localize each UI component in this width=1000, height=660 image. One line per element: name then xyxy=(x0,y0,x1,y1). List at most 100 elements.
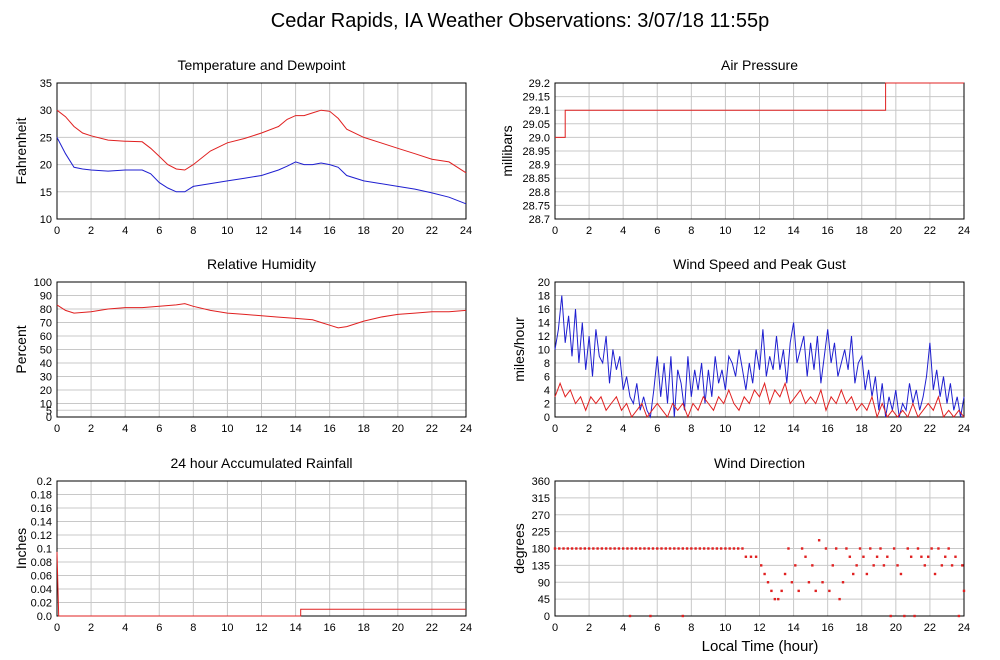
pressure-x-tick-label: 20 xyxy=(890,225,902,237)
humidity-x-tick-label: 0 xyxy=(54,423,60,435)
direction-point xyxy=(933,572,937,576)
rain-y-tick-label: 0.06 xyxy=(31,571,52,583)
direction-point xyxy=(647,547,650,550)
rain-x-tick-label: 14 xyxy=(289,622,301,634)
pressure-x-tick-label: 0 xyxy=(552,225,558,237)
rain-y-tick-label: 0.14 xyxy=(31,517,52,529)
direction-x-tick-label: 10 xyxy=(719,622,731,634)
wind-x-tick-label: 10 xyxy=(719,423,731,435)
wind-x-tick-label: 22 xyxy=(924,423,936,435)
temp-y-tick-label: 35 xyxy=(40,78,52,90)
direction-point xyxy=(732,547,736,550)
humidity-y-tick-label: 20 xyxy=(40,385,52,397)
wind-y-tick-label: 12 xyxy=(538,331,550,343)
direction-point xyxy=(694,547,697,550)
wind-x-tick-label: 12 xyxy=(753,423,765,435)
rain-series-line-0 xyxy=(56,551,466,617)
wind-y-tick-label: 6 xyxy=(544,372,550,384)
direction-point xyxy=(681,547,685,550)
pressure-y-tick-label: 29.1 xyxy=(529,105,550,117)
pressure-y-tick-label: 28.95 xyxy=(522,146,550,158)
pressure-y-tick-label: 28.9 xyxy=(529,160,550,172)
direction-x-tick-label: 24 xyxy=(958,622,970,634)
temp-x-tick-label: 2 xyxy=(88,225,94,237)
direction-point xyxy=(609,547,612,550)
humidity-plot-frame xyxy=(56,281,467,418)
direction-point xyxy=(649,614,652,618)
direction-point xyxy=(660,547,663,550)
direction-point xyxy=(575,547,578,550)
temp-series-line-0 xyxy=(56,109,467,174)
direction-point xyxy=(558,547,561,550)
rain-y-tick-label: 0.0 xyxy=(37,611,52,623)
direction-point xyxy=(702,547,706,550)
humidity-x-tick-label: 20 xyxy=(392,423,404,435)
humidity-y-axis-label: Percent xyxy=(13,325,29,373)
direction-point xyxy=(804,555,807,558)
humidity-y-tick-label: 10 xyxy=(40,399,52,411)
direction-point xyxy=(777,597,780,601)
pressure-y-tick-label: 29.05 xyxy=(522,119,550,131)
pressure-x-tick-label: 10 xyxy=(719,225,731,237)
direction-point xyxy=(690,547,693,550)
rain-x-tick-label: 22 xyxy=(426,622,438,634)
wind-y-axis-label: miles/hour xyxy=(511,317,527,382)
pressure-x-tick-label: 18 xyxy=(856,225,868,237)
humidity-x-tick-label: 18 xyxy=(358,423,370,435)
humidity-x-tick-label: 12 xyxy=(255,423,267,435)
temp-y-tick-label: 20 xyxy=(40,160,52,172)
wind-y-tick-label: 2 xyxy=(544,399,550,411)
direction-y-tick-label: 315 xyxy=(532,493,550,505)
direction-point xyxy=(553,547,557,550)
direction-point xyxy=(855,564,858,567)
wind-x-tick-label: 24 xyxy=(958,423,970,435)
direction-point xyxy=(719,547,723,550)
direction-point xyxy=(634,547,638,550)
direction-point xyxy=(626,547,629,550)
direction-point xyxy=(744,555,748,558)
direction-point xyxy=(613,547,616,550)
direction-point xyxy=(766,581,770,584)
rain-y-tick-label: 0.08 xyxy=(31,557,52,569)
direction-x-tick-label: 6 xyxy=(654,622,660,634)
direction-point xyxy=(656,547,659,550)
rain-x-tick-label: 10 xyxy=(221,622,233,634)
humidity-x-tick-label: 8 xyxy=(190,423,196,435)
direction-x-tick-label: 14 xyxy=(787,622,799,634)
direction-point xyxy=(787,547,790,550)
direction-point xyxy=(962,589,966,593)
rain-x-tick-label: 18 xyxy=(358,622,370,634)
humidity-y-tick-label: 70 xyxy=(40,318,52,330)
direction-point xyxy=(903,614,906,618)
rain-x-tick-label: 4 xyxy=(122,622,128,634)
pressure-y-tick-label: 29.2 xyxy=(529,78,550,90)
pressure-y-tick-label: 28.85 xyxy=(522,173,550,185)
temp-y-tick-label: 10 xyxy=(40,214,52,226)
humidity-x-tick-label: 16 xyxy=(324,423,336,435)
humidity-y-tick-label: 60 xyxy=(40,331,52,343)
direction-point xyxy=(916,547,920,550)
direction-point xyxy=(947,547,950,550)
page-title: Cedar Rapids, IA Weather Observations: 3… xyxy=(271,10,769,32)
temp-x-tick-label: 12 xyxy=(255,225,267,237)
rain-x-tick-label: 0 xyxy=(54,622,60,634)
direction-x-tick-label: 12 xyxy=(753,622,765,634)
humidity-y-tick-label: 30 xyxy=(40,372,52,384)
wind-x-tick-label: 8 xyxy=(688,423,694,435)
direction-point xyxy=(773,597,777,601)
direction-point xyxy=(664,547,667,550)
wind-y-tick-label: 0 xyxy=(544,412,550,424)
wind-y-tick-label: 14 xyxy=(538,318,550,330)
direction-y-tick-label: 0 xyxy=(544,611,550,623)
temp-x-tick-label: 6 xyxy=(156,225,162,237)
x-axis-label: Local Time (hour) xyxy=(702,638,819,655)
direction-x-tick-label: 0 xyxy=(552,622,558,634)
direction-point xyxy=(592,547,595,550)
humidity-chart-title: Relative Humidity xyxy=(207,256,316,272)
temp-series-line-1 xyxy=(56,137,467,205)
rain-x-tick-label: 24 xyxy=(460,622,472,634)
direction-y-tick-label: 180 xyxy=(532,544,550,556)
direction-point xyxy=(685,547,689,550)
